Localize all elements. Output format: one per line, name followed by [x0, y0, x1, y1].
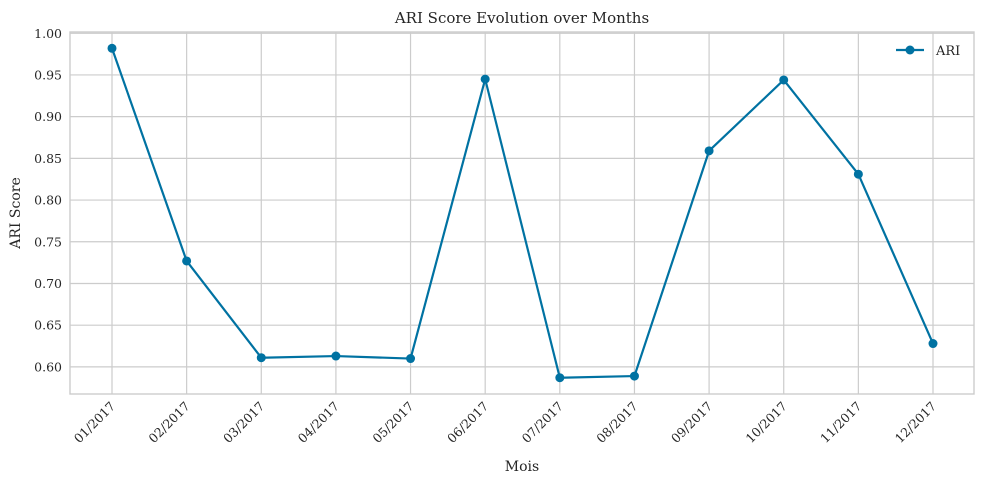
data-point	[331, 351, 341, 361]
x-tick-label: 08/2017	[593, 398, 640, 445]
data-point	[107, 43, 117, 53]
y-tick-label: 0.90	[34, 109, 62, 124]
grid-lines	[70, 32, 974, 394]
x-tick-label: 09/2017	[668, 398, 715, 445]
y-tick-label: 0.75	[34, 234, 62, 249]
data-point	[480, 74, 490, 84]
x-tick-label: 12/2017	[892, 398, 939, 445]
y-tick-label: 0.80	[34, 193, 62, 208]
series-layer	[107, 43, 938, 383]
x-tick-label: 01/2017	[71, 398, 118, 445]
y-tick-label: 0.65	[34, 318, 62, 333]
y-axis-ticks: 0.60 0.65 0.70 0.75 0.80 0.85 0.90 0.95 1.00	[34, 26, 62, 375]
x-axis-label: Mois	[505, 459, 539, 475]
data-point	[256, 353, 266, 363]
plot-frame	[69, 31, 975, 395]
legend-label-ari: ARI	[935, 44, 960, 59]
data-point	[406, 354, 416, 364]
y-tick-label: 0.60	[34, 359, 62, 374]
x-tick-label: 06/2017	[444, 398, 491, 445]
x-tick-label: 03/2017	[220, 398, 267, 445]
y-tick-label: 0.70	[34, 276, 62, 291]
x-axis-ticks: 01/2017 02/2017 03/2017 04/2017 05/2017 06/20…	[71, 398, 939, 445]
x-tick-label: 11/2017	[817, 398, 864, 445]
x-tick-label: 04/2017	[295, 398, 342, 445]
data-point	[182, 256, 192, 266]
chart-title: ARI Score Evolution over Months	[394, 9, 649, 27]
y-axis-label: ARI Score	[8, 177, 24, 249]
data-point	[555, 373, 565, 383]
y-tick-label: 1.00	[34, 26, 62, 41]
series-line-ari	[110, 47, 935, 379]
legend: ARI	[896, 44, 960, 59]
data-point	[853, 169, 863, 179]
x-tick-label: 10/2017	[743, 398, 790, 445]
x-tick-label: 07/2017	[519, 398, 566, 445]
x-tick-label: 05/2017	[369, 398, 416, 445]
data-point	[704, 146, 714, 156]
data-point	[629, 371, 639, 381]
data-point	[928, 339, 938, 349]
y-tick-label: 0.95	[34, 67, 62, 82]
legend-marker-ari	[905, 45, 915, 55]
y-tick-label: 0.85	[34, 151, 62, 166]
x-tick-label: 02/2017	[145, 398, 192, 445]
data-point	[779, 75, 789, 85]
